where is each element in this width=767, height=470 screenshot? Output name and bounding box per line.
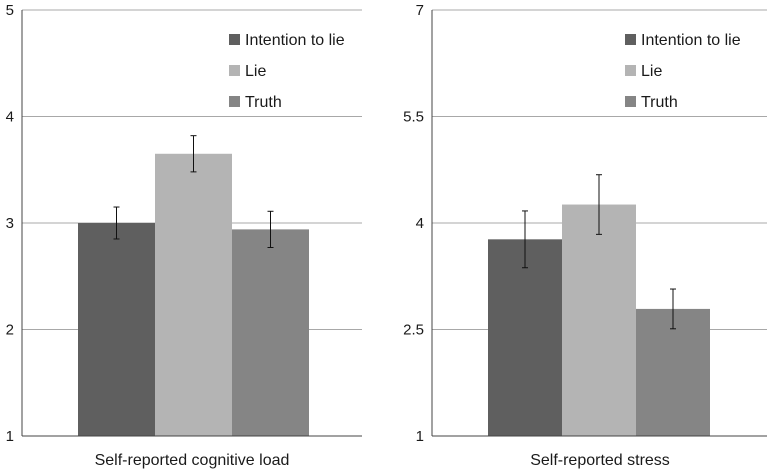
bar-stress-lie	[562, 204, 636, 436]
y-tick-label: 4	[416, 215, 424, 232]
x-axis-label: Self-reported stress	[530, 452, 670, 469]
legend-label: Lie	[245, 63, 266, 80]
y-tick-label: 1	[416, 428, 424, 445]
legend-label: Truth	[245, 94, 282, 111]
y-tick-label: 4	[6, 109, 14, 126]
stress-chart: 1 2.5 4 5.5 7 Self-reported stress Intention t…	[403, 2, 767, 469]
cognitive-load-chart: 1 2 3 4 5 Self-reported cognitive load Intenti…	[6, 2, 362, 469]
legend-swatch	[625, 65, 636, 76]
x-axis-label: Self-reported cognitive load	[95, 452, 290, 469]
bar-cognitive-load-intention-to-lie	[78, 223, 155, 436]
legend-swatch	[229, 34, 240, 45]
legend-swatch	[625, 96, 636, 107]
bar-cognitive-load-lie	[155, 153, 232, 436]
y-tick-label: 2	[6, 322, 14, 339]
legend-label: Lie	[641, 63, 662, 80]
bar-stress-truth	[636, 308, 710, 436]
y-tick-label: 1	[6, 428, 14, 445]
y-tick-label: 2.5	[403, 322, 424, 339]
legend-label: Truth	[641, 94, 678, 111]
legend-swatch	[229, 65, 240, 76]
y-tick-label: 5.5	[403, 109, 424, 126]
y-tick-label: 5	[6, 2, 14, 19]
legend-swatch	[625, 34, 636, 45]
legend-label: Intention to lie	[245, 32, 345, 49]
y-tick-label: 7	[416, 2, 424, 19]
legend-swatch	[229, 96, 240, 107]
bar-cognitive-load-truth	[232, 229, 309, 436]
y-tick-label: 3	[6, 215, 14, 232]
bar-stress-intention-to-lie	[488, 239, 562, 436]
legend-label: Intention to lie	[641, 32, 741, 49]
